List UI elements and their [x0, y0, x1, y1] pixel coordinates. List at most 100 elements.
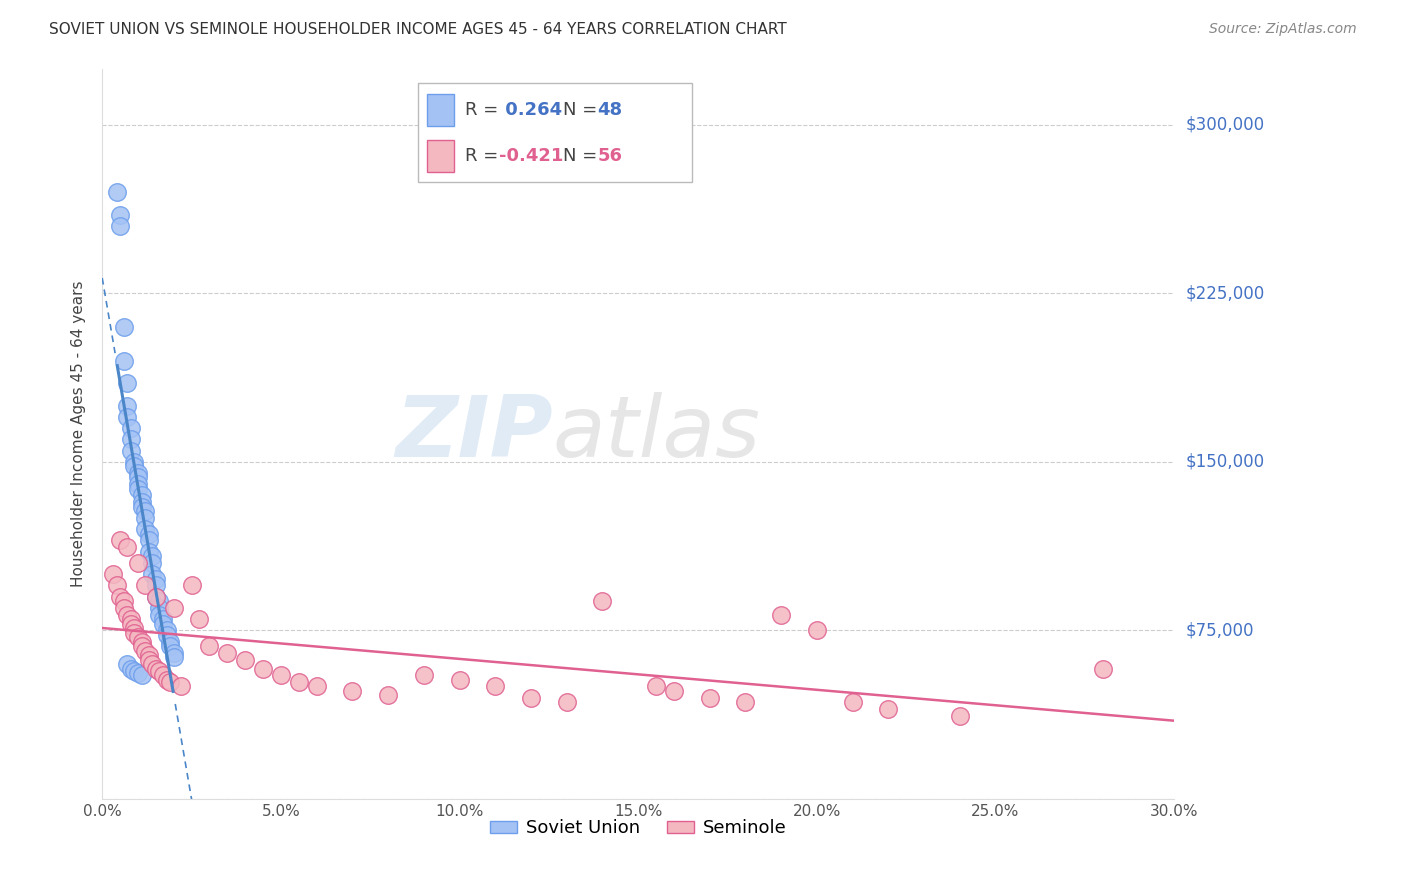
Point: [127, 477, 149, 491]
Point: [187, 612, 209, 626]
Point: [134, 511, 156, 525]
Point: [252, 661, 274, 675]
Point: [145, 590, 167, 604]
Point: [141, 567, 163, 582]
Point: [112, 320, 135, 334]
Point: [127, 470, 149, 484]
Point: [949, 708, 972, 723]
Point: [141, 549, 163, 563]
Point: [115, 657, 138, 671]
Point: [163, 646, 186, 660]
Point: [124, 455, 146, 469]
Point: [152, 668, 174, 682]
Legend: Soviet Union, Seminole: Soviet Union, Seminole: [482, 812, 794, 845]
Point: [148, 607, 170, 622]
Point: [112, 594, 135, 608]
Point: [120, 661, 142, 675]
Text: $225,000: $225,000: [1185, 285, 1264, 302]
Point: [520, 690, 543, 705]
Point: [134, 522, 156, 536]
Point: [270, 668, 292, 682]
Point: [305, 680, 328, 694]
Point: [131, 488, 153, 502]
Point: [734, 695, 756, 709]
Text: atlas: atlas: [553, 392, 761, 475]
Point: [841, 695, 863, 709]
Point: [120, 443, 142, 458]
Point: [127, 482, 149, 496]
Point: [342, 684, 364, 698]
Point: [217, 646, 239, 660]
Point: [377, 689, 399, 703]
Point: [163, 650, 186, 665]
Point: [108, 208, 131, 222]
Point: [120, 432, 142, 446]
Point: [112, 353, 135, 368]
Point: [1091, 661, 1114, 675]
Text: $300,000: $300,000: [1185, 116, 1264, 134]
Point: [131, 639, 153, 653]
Point: [198, 639, 221, 653]
Point: [127, 556, 149, 570]
Point: [141, 657, 163, 671]
Point: [112, 600, 135, 615]
Point: [105, 185, 128, 199]
Point: [105, 578, 128, 592]
Point: [770, 607, 793, 622]
Point: [101, 567, 124, 582]
Point: [134, 504, 156, 518]
Point: [412, 668, 434, 682]
Point: [555, 695, 578, 709]
Point: [115, 540, 138, 554]
Point: [699, 690, 721, 705]
Point: [115, 607, 138, 622]
Point: [124, 621, 146, 635]
Point: [645, 680, 668, 694]
Point: [127, 630, 149, 644]
Point: [159, 634, 181, 648]
Point: [120, 612, 142, 626]
Point: [877, 702, 900, 716]
Point: [108, 219, 131, 233]
Point: [484, 680, 506, 694]
Point: [115, 376, 138, 391]
Point: [287, 675, 309, 690]
Point: [145, 661, 167, 675]
Point: [138, 533, 160, 548]
Y-axis label: Householder Income Ages 45 - 64 years: Householder Income Ages 45 - 64 years: [72, 280, 86, 587]
Point: [124, 625, 146, 640]
Text: ZIP: ZIP: [395, 392, 553, 475]
Point: [180, 578, 202, 592]
Text: $75,000: $75,000: [1185, 622, 1254, 640]
Point: [108, 533, 131, 548]
Point: [131, 634, 153, 648]
Point: [145, 578, 167, 592]
Point: [591, 594, 613, 608]
Point: [138, 652, 160, 666]
Point: [120, 616, 142, 631]
Point: [108, 590, 131, 604]
Point: [662, 684, 685, 698]
Point: [115, 399, 138, 413]
Point: [131, 500, 153, 514]
Text: SOVIET UNION VS SEMINOLE HOUSEHOLDER INCOME AGES 45 - 64 YEARS CORRELATION CHART: SOVIET UNION VS SEMINOLE HOUSEHOLDER INC…: [49, 22, 787, 37]
Text: Source: ZipAtlas.com: Source: ZipAtlas.com: [1209, 22, 1357, 37]
Point: [131, 495, 153, 509]
Point: [148, 664, 170, 678]
Point: [115, 409, 138, 424]
Point: [148, 600, 170, 615]
Point: [131, 668, 153, 682]
Point: [163, 600, 186, 615]
Point: [145, 572, 167, 586]
Point: [120, 421, 142, 435]
Point: [159, 675, 181, 690]
Point: [124, 459, 146, 474]
Point: [148, 594, 170, 608]
Point: [134, 643, 156, 657]
Text: $150,000: $150,000: [1185, 453, 1264, 471]
Point: [134, 578, 156, 592]
Point: [145, 590, 167, 604]
Point: [127, 665, 149, 680]
Point: [170, 680, 193, 694]
Point: [449, 673, 471, 687]
